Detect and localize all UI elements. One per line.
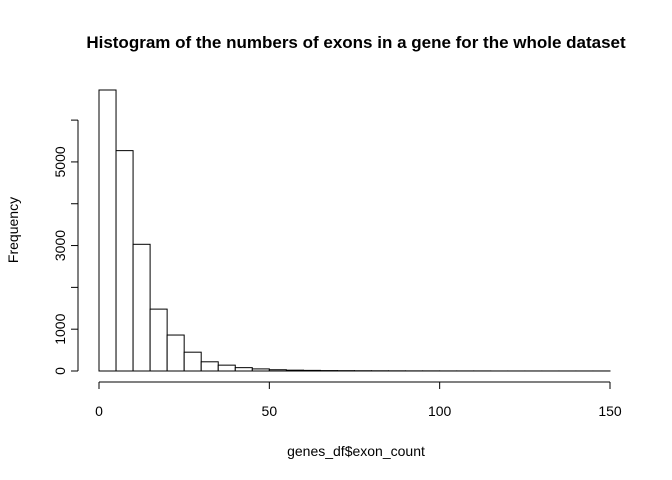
y-tick-label: 0 — [52, 367, 68, 375]
y-tick-label: 3000 — [52, 230, 68, 261]
chart-title: Histogram of the numbers of exons in a g… — [86, 33, 626, 52]
histogram-bar — [268, 369, 287, 372]
y-tick-label: 1000 — [52, 313, 68, 344]
histogram-bar — [115, 150, 134, 372]
histogram-bar — [166, 334, 185, 372]
bars-group — [98, 89, 611, 372]
histogram-bar — [251, 368, 270, 372]
histogram-bar — [132, 243, 151, 372]
histogram-bar — [149, 308, 168, 372]
histogram-bar — [217, 364, 236, 372]
x-tick-label: 100 — [428, 403, 452, 419]
x-tick-label: 50 — [262, 403, 278, 419]
x-tick-label: 0 — [95, 403, 103, 419]
x-axis: 0 50 100 150 — [95, 381, 622, 419]
y-axis: 0 1000 3000 5000 — [52, 119, 79, 375]
x-axis-label: genes_df$exon_count — [287, 443, 425, 459]
x-tick-label: 150 — [598, 403, 622, 419]
histogram-bar — [200, 361, 219, 372]
y-axis-label: Frequency — [5, 197, 21, 263]
histogram-bar — [234, 367, 253, 372]
y-tick-label: 5000 — [52, 146, 68, 177]
histogram-bar — [98, 89, 117, 372]
histogram-bar — [302, 369, 321, 372]
histogram-bar — [183, 351, 202, 372]
histogram-bar — [285, 369, 304, 372]
